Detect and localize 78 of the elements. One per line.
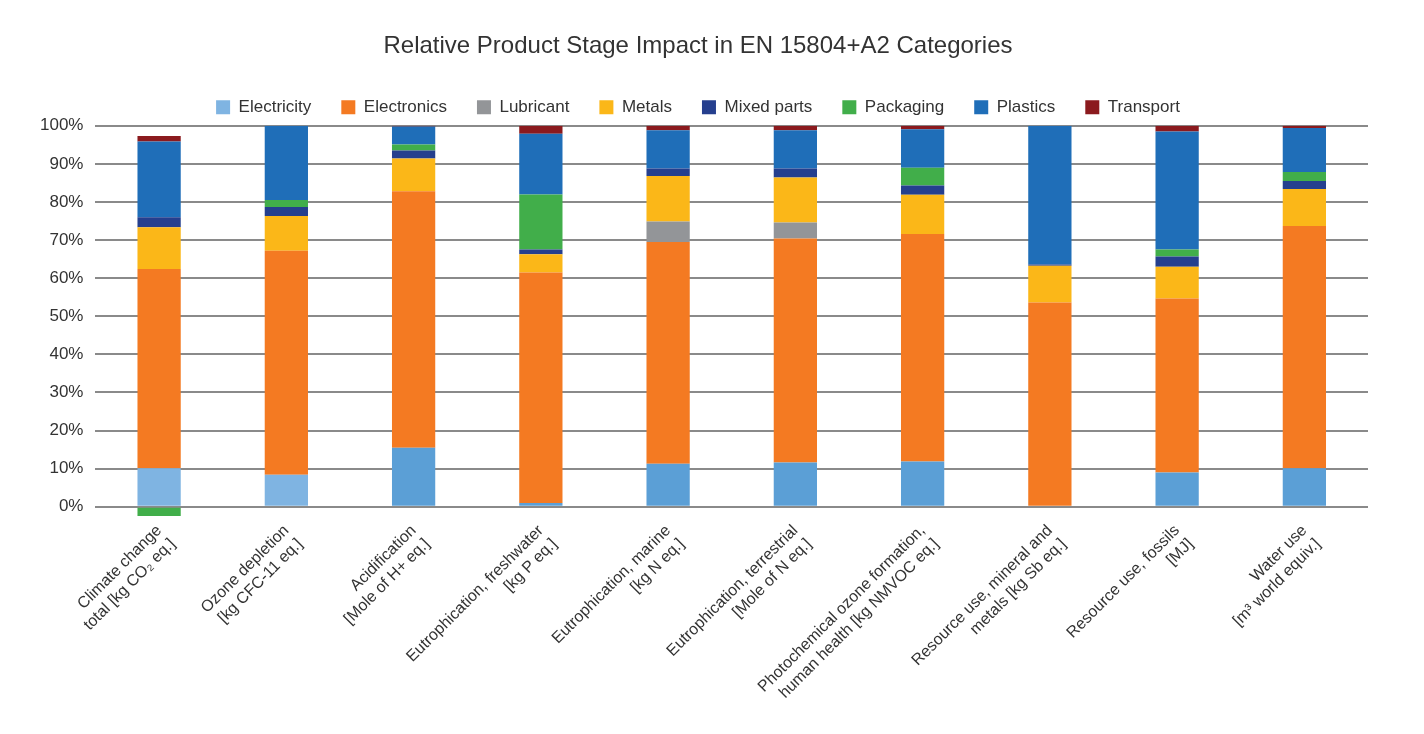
legend-label: Electronics xyxy=(363,96,447,116)
y-tick-label: 10% xyxy=(49,458,84,478)
bar xyxy=(137,507,181,516)
bar xyxy=(137,269,181,469)
bar xyxy=(391,126,436,145)
bar xyxy=(1155,125,1199,132)
bar xyxy=(519,125,563,134)
bar xyxy=(264,125,308,201)
bar xyxy=(900,461,945,506)
bar xyxy=(391,150,436,159)
bar xyxy=(137,227,181,270)
bar xyxy=(1155,256,1199,267)
legend-label: Plastics xyxy=(996,96,1056,116)
legend-label: Electricity xyxy=(238,96,312,116)
bar xyxy=(391,191,436,448)
bar xyxy=(646,130,690,169)
bar xyxy=(773,168,817,178)
bar xyxy=(391,144,436,151)
chart-title: Relative Product Stage Impact in EN 15804+A2 Categories xyxy=(383,31,1013,59)
bar xyxy=(519,133,563,195)
bar xyxy=(900,185,945,195)
bar xyxy=(1155,472,1199,506)
bar xyxy=(264,216,308,251)
bar xyxy=(1155,266,1199,299)
y-tick-label: 80% xyxy=(49,191,84,211)
bar xyxy=(900,167,945,186)
bar xyxy=(391,447,436,506)
bar xyxy=(1282,171,1327,182)
legend-label: Mixed parts xyxy=(724,96,813,116)
bar xyxy=(646,176,690,222)
bar xyxy=(1282,226,1327,469)
y-tick-label: 70% xyxy=(49,229,84,249)
bar xyxy=(773,238,817,463)
bar xyxy=(900,194,945,234)
bar xyxy=(900,129,945,168)
bar xyxy=(1028,265,1072,303)
bar xyxy=(1028,302,1072,506)
bar xyxy=(646,168,690,177)
bar xyxy=(264,250,308,475)
y-tick-label: 100% xyxy=(40,115,84,135)
bar xyxy=(519,194,563,250)
bar xyxy=(264,474,308,506)
y-tick-label: 20% xyxy=(49,420,84,440)
bar xyxy=(1282,189,1327,226)
bar xyxy=(137,141,181,218)
y-tick-label: 40% xyxy=(49,344,84,364)
bar xyxy=(1028,125,1072,265)
bar xyxy=(646,221,690,242)
bar xyxy=(391,158,436,192)
bar xyxy=(773,130,817,169)
legend-label: Lubricant xyxy=(499,96,570,116)
bar xyxy=(137,136,181,142)
bar xyxy=(773,177,817,223)
bar xyxy=(1155,298,1199,473)
bar xyxy=(646,463,690,506)
y-tick-label: 30% xyxy=(49,382,84,402)
y-tick-label: 50% xyxy=(49,305,84,325)
bar xyxy=(519,502,563,506)
bar xyxy=(1155,131,1199,250)
legend-label: Transport xyxy=(1107,96,1181,116)
bar xyxy=(773,462,817,506)
y-tick-label: 0% xyxy=(58,496,84,516)
bar xyxy=(900,234,945,462)
bar xyxy=(773,222,817,239)
bar xyxy=(519,254,563,273)
bar xyxy=(1282,128,1327,172)
legend-label: Packaging xyxy=(864,96,945,116)
bar xyxy=(1282,181,1327,190)
bar xyxy=(1282,468,1327,506)
bar xyxy=(646,242,690,464)
bar xyxy=(137,217,181,228)
y-tick-label: 60% xyxy=(49,267,84,287)
bar xyxy=(264,200,308,207)
bar xyxy=(264,206,308,217)
y-tick-label: 90% xyxy=(49,153,84,173)
legend-label: Metals xyxy=(621,96,672,116)
bar xyxy=(519,272,563,503)
bar xyxy=(137,468,181,506)
